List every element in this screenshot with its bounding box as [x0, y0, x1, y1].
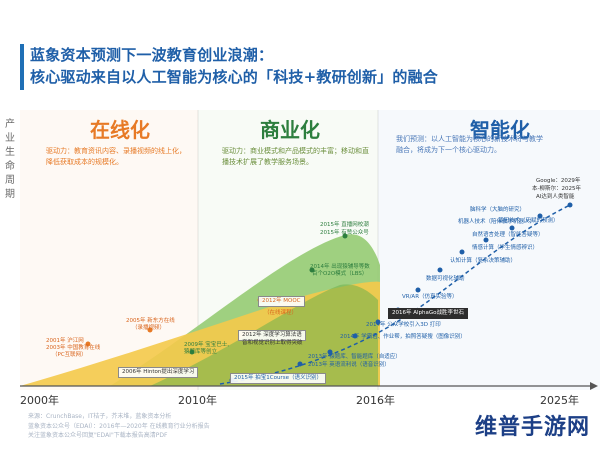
dot-online-2005 [147, 327, 153, 333]
watermark-logo: 维普手游网 [474, 415, 590, 440]
y-axis-label: 产业生命周期 [4, 118, 16, 202]
x-axis-arrow [590, 382, 598, 390]
ann-commercial-12: 2015年 拍宝1Course（语义识别） [230, 373, 326, 384]
ann-ai-5: 自然语言处理（智能答疑等） [472, 232, 544, 238]
title-accent-bar [20, 44, 24, 90]
ann-commercial-11: 2013年 英语流利说（语音识别） [308, 362, 390, 368]
intelligent-trend-curve [219, 204, 571, 385]
x-tick-2000: 2000年 [20, 394, 59, 407]
dot-commercial-2009 [189, 349, 195, 355]
dot-ai-8 [437, 267, 443, 273]
ann-ai-11: AI达到人类智能 [536, 194, 575, 200]
ann-online-4: （录播视频） [132, 325, 166, 331]
ann-commercial-7: 2015年 有赞公众号 [320, 230, 369, 236]
dot-online-2001 [85, 341, 91, 347]
phase-bg-intelligent [378, 110, 600, 390]
dot-ai-3 [327, 349, 333, 355]
ann-commercial-6: 2015年 直播网校潮 [320, 222, 369, 228]
ann-ai-0: 2016年 AlphaGo战胜李世石 [388, 308, 469, 319]
ann-ai-1: VR/AR（仿真实验等） [402, 294, 458, 300]
ann-commercial-1: 猿题库等创立 [184, 349, 218, 355]
dot-ai-9 [459, 249, 465, 255]
dot-ai-7 [415, 287, 421, 293]
dot-commercial-2015 [342, 233, 348, 239]
phase-commercial-desc: 驱动力：商业模式和产品模式的丰富；移动和直播技术扩展了教学服务场景。 [222, 147, 369, 166]
dot-ai-4 [352, 333, 358, 339]
ann-commercial-13: 2014年 学霸君、作业帮，拍照答疑搜（图像识别） [340, 334, 466, 340]
ann-commercial-4: 2014年 出现猿辅导等数 [310, 264, 370, 270]
ann-commercial-3: （在线课程） [264, 310, 298, 316]
ann-online-0: 2001年 沪江网 [46, 338, 84, 344]
x-tick-2016: 2016年 [356, 394, 395, 407]
phase-intelligent-title: 智能化 [470, 118, 530, 142]
dot-ai-10 [483, 237, 489, 243]
ann-ai-6: 机器人技术（陪伴教学机器人） [458, 219, 536, 225]
ann-commercial-8: 2012年 深度学习算法语 [238, 330, 306, 341]
dot-ai-12 [537, 213, 543, 219]
phase-online-title: 在线化 [90, 118, 150, 142]
ann-ai-4: 情感计算（学生情感辨识） [472, 245, 539, 251]
x-tick-2025: 2025年 [540, 394, 579, 407]
ann-commercial-5: 百个O2O模式（LBS） [312, 271, 368, 277]
dot-ai-11 [509, 225, 515, 231]
x-tick-2010: 2010年 [178, 394, 217, 407]
ann-online-5: 2006年 Hinton提出深度学习 [118, 367, 199, 378]
page-title-line2: 核心驱动来自以人工智能为核心的「科技+教研创新」的融合 [30, 68, 438, 86]
ann-ai-8: 基因技术（天赋的预测） [498, 218, 559, 224]
phase-online-desc: 驱动力：教育资讯内容、录播视频的线上化，降低获取成本的规模化。 [46, 147, 186, 166]
ann-ai-9: Google：2029年 [536, 178, 581, 184]
phase-commercial-title: 商业化 [260, 118, 320, 142]
dot-ai-2 [297, 361, 303, 367]
ann-commercial-2: 2012年 MOOC [258, 296, 305, 307]
source-line-3: 关注蓝象资本公众号回复"EDAI"下载本报告高清PDF [28, 432, 168, 439]
ann-ai-10: 本-柳斯尔：2025年 [532, 186, 581, 192]
y-axis-label-text: 产业生命周期 [5, 119, 15, 200]
source-line-2: 蓝象资本公众号（EDAI）：2016年—2020年 在线教育行业分析报告 [28, 423, 210, 430]
page-title-line1: 蓝象资本预测下一波教育创业浪潮： [30, 46, 274, 64]
ann-ai-3: 认知计算（复杂决策辅助） [450, 258, 517, 264]
ann-commercial-14: 2014年 公众学校引入3D 打印 [366, 322, 441, 328]
phase-intelligent-desc: 我们预测：以人工智能为核心的新技术将与教学融合，将成为下一个核心驱动力。 [396, 135, 543, 154]
ann-ai-2: 数据可视化辅助 [426, 276, 465, 282]
ann-ai-7: 脑科学（大脑的研究） [470, 207, 526, 213]
ann-online-3: 2005年 新东方在线 [126, 318, 175, 324]
dot-ai-13 [567, 202, 573, 208]
ann-commercial-0: 2009年 宝宝巴士、 [184, 342, 233, 348]
dot-commercial-2014 [309, 267, 315, 273]
ann-online-2: （PC互联网） [52, 352, 87, 358]
dot-ai-5 [375, 319, 381, 325]
ann-online-1: 2003年 中国教育在线 [46, 345, 101, 351]
source-line-1: 来源：CrunchBase，IT桔子，芥末堆，蓝象资本分析 [28, 413, 172, 420]
ann-commercial-10: 2013年 猿题库、智能题库（自适应） [308, 354, 401, 360]
ann-commercial-9: 音和视觉识别上取得突破 [242, 340, 303, 346]
